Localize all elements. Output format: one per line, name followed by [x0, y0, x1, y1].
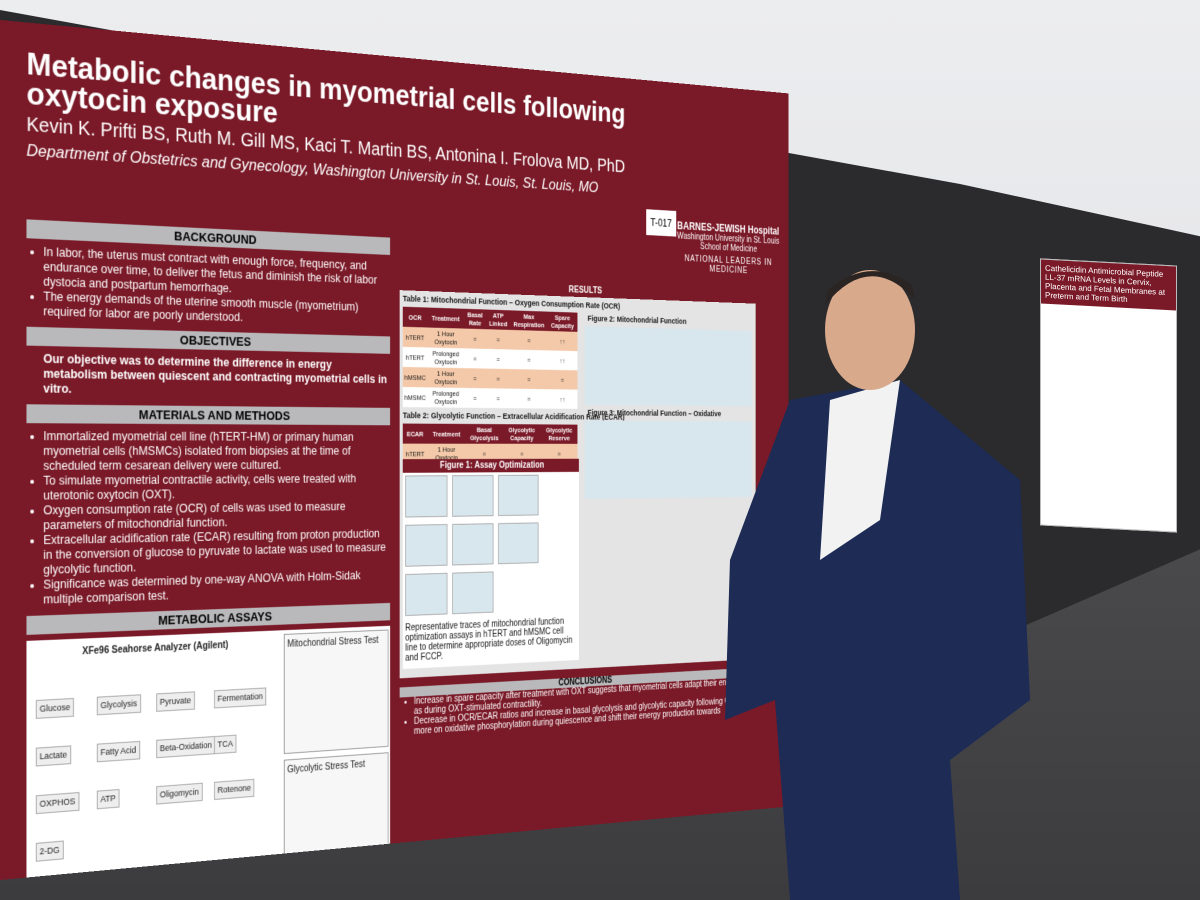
head: [825, 270, 915, 390]
shirt: [820, 380, 900, 560]
hair: [825, 271, 915, 305]
suit: [725, 380, 1030, 900]
